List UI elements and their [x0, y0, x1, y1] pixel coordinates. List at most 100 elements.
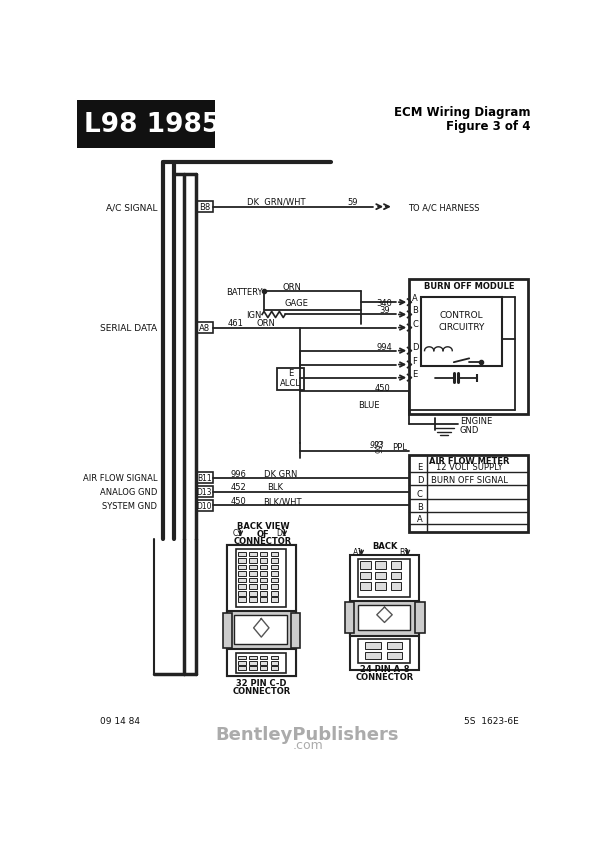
- Bar: [249, 598, 257, 603]
- Bar: [345, 603, 355, 634]
- Bar: [260, 661, 268, 665]
- Text: ORN: ORN: [256, 319, 275, 328]
- Bar: [421, 297, 502, 366]
- Bar: [365, 642, 380, 650]
- Text: ORN: ORN: [283, 283, 302, 292]
- Bar: [227, 611, 296, 650]
- Bar: [238, 591, 246, 596]
- Bar: [77, 101, 215, 149]
- Bar: [249, 559, 257, 563]
- Text: GND: GND: [460, 425, 479, 434]
- Text: BentleyPublishers: BentleyPublishers: [216, 725, 399, 744]
- Bar: [271, 656, 278, 660]
- Text: 996: 996: [230, 469, 246, 478]
- Bar: [238, 559, 246, 563]
- Bar: [271, 598, 278, 603]
- Text: PPL: PPL: [392, 442, 407, 451]
- Text: B1: B1: [400, 548, 409, 556]
- Bar: [236, 653, 286, 673]
- Bar: [249, 656, 257, 660]
- Text: B11: B11: [197, 473, 212, 483]
- Bar: [387, 652, 402, 660]
- Text: OF: OF: [257, 529, 269, 538]
- Bar: [375, 582, 386, 591]
- Bar: [249, 591, 257, 596]
- Bar: [271, 661, 278, 665]
- Bar: [350, 555, 419, 670]
- Text: ANALOG GND: ANALOG GND: [100, 488, 157, 496]
- Bar: [238, 667, 246, 670]
- Text: 32 PIN C-D: 32 PIN C-D: [236, 679, 287, 687]
- Text: DK  GRN/WHT: DK GRN/WHT: [247, 197, 306, 207]
- Text: E: E: [417, 463, 422, 471]
- Text: A: A: [417, 514, 422, 523]
- Text: 994: 994: [377, 343, 392, 352]
- Bar: [238, 661, 246, 665]
- Text: D13: D13: [197, 488, 212, 496]
- Bar: [260, 591, 268, 596]
- Text: B8: B8: [199, 203, 210, 212]
- Bar: [249, 585, 257, 589]
- Bar: [360, 572, 371, 580]
- Bar: [271, 667, 278, 670]
- Text: SYSTEM GND: SYSTEM GND: [103, 501, 157, 511]
- Text: Figure 3 of 4: Figure 3 of 4: [446, 119, 531, 133]
- Text: CONNECTOR: CONNECTOR: [355, 672, 413, 681]
- Bar: [260, 552, 268, 556]
- Text: 39: 39: [379, 306, 390, 315]
- Bar: [238, 585, 246, 589]
- Text: A/C SIGNAL: A/C SIGNAL: [106, 203, 157, 212]
- Text: BATTERY: BATTERY: [226, 288, 263, 296]
- Bar: [260, 559, 268, 563]
- Bar: [271, 559, 278, 563]
- Text: ENGINE: ENGINE: [460, 417, 492, 425]
- Bar: [260, 565, 268, 570]
- Text: .com: .com: [292, 738, 323, 750]
- Bar: [271, 578, 278, 582]
- Text: 12 VOLT SUPPLY: 12 VOLT SUPPLY: [436, 463, 503, 471]
- Bar: [260, 585, 268, 589]
- Text: 340: 340: [377, 298, 392, 307]
- Text: D: D: [412, 343, 419, 352]
- Text: AIR FLOW SIGNAL: AIR FLOW SIGNAL: [83, 473, 157, 483]
- Bar: [249, 661, 257, 665]
- Text: CONNECTOR: CONNECTOR: [232, 686, 290, 695]
- Bar: [249, 667, 257, 670]
- Text: ECM Wiring Diagram: ECM Wiring Diagram: [394, 106, 531, 118]
- Bar: [387, 642, 402, 650]
- Bar: [391, 561, 401, 569]
- Bar: [260, 598, 268, 603]
- Text: A1: A1: [353, 548, 364, 556]
- Bar: [260, 578, 268, 582]
- Bar: [271, 552, 278, 556]
- Bar: [391, 582, 401, 591]
- Text: ALCL: ALCL: [280, 379, 301, 388]
- Text: D1: D1: [276, 528, 287, 538]
- Text: GAGE: GAGE: [284, 298, 308, 307]
- Bar: [391, 572, 401, 580]
- Text: TO A/C HARNESS: TO A/C HARNESS: [407, 203, 479, 212]
- Bar: [249, 571, 257, 576]
- Text: BURN OFF MODULE: BURN OFF MODULE: [424, 281, 514, 290]
- Text: L98 1985: L98 1985: [84, 112, 220, 138]
- Text: BACK: BACK: [372, 541, 397, 550]
- Bar: [249, 578, 257, 582]
- Bar: [196, 322, 213, 333]
- Text: B: B: [412, 306, 418, 315]
- Text: 59: 59: [347, 197, 358, 207]
- Text: 461: 461: [228, 319, 244, 328]
- Bar: [360, 561, 371, 569]
- Text: B: B: [417, 502, 423, 511]
- Bar: [277, 369, 304, 391]
- Text: C1: C1: [232, 528, 242, 538]
- Text: F: F: [412, 357, 417, 365]
- Bar: [360, 582, 371, 591]
- Bar: [235, 615, 287, 644]
- Bar: [409, 279, 529, 414]
- Text: D: D: [417, 475, 424, 484]
- Bar: [358, 640, 410, 663]
- Text: 450: 450: [230, 497, 246, 506]
- Text: BLUE: BLUE: [358, 401, 380, 409]
- Bar: [271, 565, 278, 570]
- Bar: [238, 598, 246, 603]
